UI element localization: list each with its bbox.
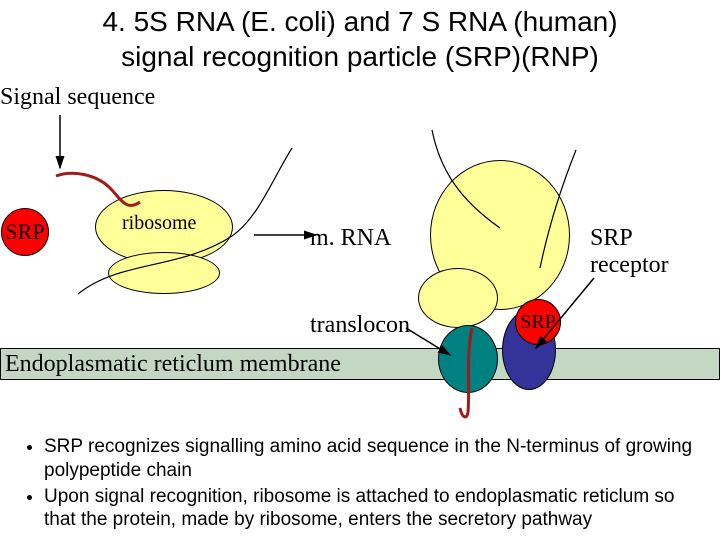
bullet-list: SRP recognizes signalling amino acid seq… (30, 435, 700, 534)
title-line2: signal recognition particle (SRP)(RNP) (0, 39, 720, 74)
srp-particle-left: SRP (1, 208, 49, 256)
title-line1: 4. 5S RNA (E. coli) and 7 S RNA (human) (0, 4, 720, 39)
srp-label-left: SRP (5, 219, 44, 245)
srp-label-right: SRP (520, 311, 556, 334)
bullet-item: SRP recognizes signalling amino acid seq… (44, 435, 700, 483)
label-signal-sequence: Signal sequence (0, 84, 155, 111)
label-er-membrane: Endoplasmatic reticlum membrane (5, 351, 341, 378)
bullet-item: Upon signal recognition, ribosome is att… (44, 485, 700, 533)
srp-particle-right: SRP (515, 299, 561, 345)
label-mrna: m. RNA (310, 225, 391, 252)
translocon-shape (438, 325, 498, 393)
er-membrane-bar: Endoplasmatic reticlum membrane (0, 348, 720, 380)
label-ribosome: ribosome (122, 212, 196, 235)
ribosome-left-small (108, 252, 220, 294)
ribosome-right-small (418, 268, 498, 328)
label-translocon: translocon (310, 312, 410, 339)
slide-title: 4. 5S RNA (E. coli) and 7 S RNA (human) … (0, 0, 720, 74)
label-srp-receptor: SRP receptor (590, 225, 669, 279)
